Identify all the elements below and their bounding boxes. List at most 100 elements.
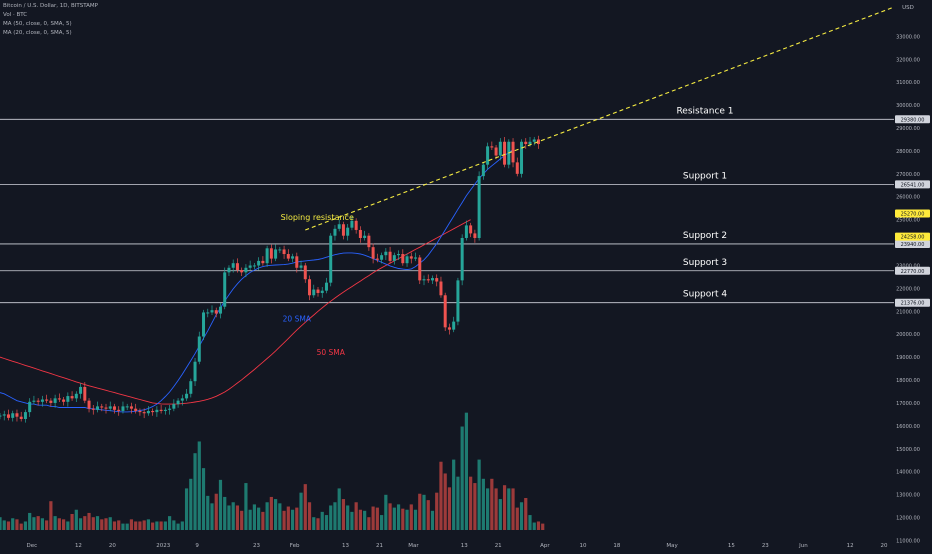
candle-body [532,139,536,142]
volume-bar [180,521,184,530]
volume-bar [384,494,388,530]
volume-bar [40,518,44,530]
candle-body [278,249,282,251]
volume-bar [32,517,36,530]
volume-bar [536,521,541,530]
volume-bar [155,521,159,530]
candle-body [168,408,172,410]
candle-body [520,141,524,174]
level-label: Support 3 [683,258,727,268]
time-tick-label: 13 [342,543,349,549]
candle-body [524,141,528,145]
volume-bar [261,511,265,530]
candle-body [96,406,100,410]
candle-body [435,278,439,282]
volume-bar [290,509,295,530]
candle-body [248,265,252,268]
candle-body [299,265,303,268]
candle-body [214,310,218,314]
level-price-label: 22770.00 [901,269,925,275]
price-tick-label: 11000.00 [896,538,920,544]
level-price-tag [895,115,930,124]
candle-body [210,310,214,313]
volume-bar [413,509,418,530]
volume-bar [197,441,201,530]
volume-bar [435,492,439,530]
candle-body [45,399,49,401]
volume-bar [490,478,494,530]
level-price-label: 23940.00 [901,242,925,248]
volume-bar [498,499,502,530]
time-tick-label: Feb [290,543,300,549]
volume-bar [227,505,231,530]
volume-bar [354,502,358,530]
candle-body [324,282,328,291]
volume-bar [100,519,104,530]
volume-bar [240,510,244,530]
volume-bar [134,521,138,530]
volume-bar [2,520,6,530]
volume-bar [168,516,172,530]
time-tick-label: 21 [495,543,502,549]
volume-bar [210,503,214,530]
volume-bar [519,502,524,530]
marker-price-label: 24258.00 [901,235,925,241]
volume-bar [11,518,15,530]
time-tick-label: 12 [75,543,82,549]
time-tick-label: Apr [540,543,550,549]
candle-body [282,249,286,255]
volume-bar [129,519,134,530]
candle-body [308,279,312,296]
candle-body [112,406,116,410]
volume-bar [83,516,87,530]
candle-body [388,251,392,261]
level-price-tag [895,266,930,275]
volume-bar [274,499,278,530]
candle-body [392,255,396,261]
volume-bar [532,522,536,530]
candle-body [422,279,426,281]
level-price-label: 29380.00 [901,117,925,123]
candle-body [231,263,235,268]
volume-bar [392,507,396,530]
volume-bar [375,507,379,530]
time-tick-label: Jun [798,543,808,549]
volume-bar [244,483,248,530]
candle-body [180,398,184,401]
candle-body [397,254,401,256]
currency-label: USD [902,5,914,11]
candle-body [312,289,316,296]
level-label: Support 1 [683,171,727,181]
candle-body [384,251,388,256]
volume-bar [380,515,384,530]
candle-body [316,289,320,293]
price-tick-label: 19000.00 [896,355,920,361]
time-tick-label: 9 [195,543,199,549]
marker-price-tag [895,232,930,241]
volume-bar [45,520,49,530]
candle-body [100,406,104,408]
price-tick-label: 13000.00 [896,493,920,499]
candle-body [418,257,422,281]
level-price-label: 26541.00 [901,182,925,188]
volume-bar [0,517,2,530]
candle-body [66,396,70,402]
price-tick-label: 29000.00 [896,126,920,132]
volume-bar [426,500,430,530]
volume-legend: Vol · BTC [3,12,28,18]
candle-body [172,404,176,409]
level-label: Support 4 [683,290,727,300]
volume-bar [337,488,341,530]
price-tick-label: 18000.00 [896,378,920,384]
volume-bar [481,478,485,530]
volume-bar [19,523,23,530]
candle-body [108,406,112,409]
level-price-tag [895,239,930,248]
level-label: Support 2 [683,231,727,241]
level-price-tag [895,298,930,307]
volume-bar [324,515,329,530]
candle-body [104,407,108,409]
sma50-line [0,219,471,405]
